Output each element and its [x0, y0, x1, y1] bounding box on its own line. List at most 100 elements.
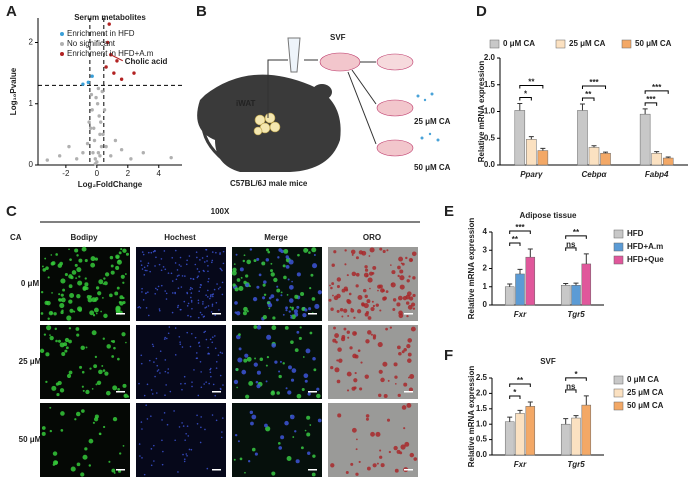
significance-label: * — [524, 90, 528, 99]
cell — [268, 307, 271, 310]
cell — [69, 258, 72, 262]
cell — [305, 348, 311, 354]
bar — [600, 152, 611, 166]
panel-label: B — [196, 3, 207, 20]
cell — [380, 377, 385, 383]
cell — [50, 254, 53, 256]
cell — [405, 256, 408, 260]
cell — [336, 309, 340, 313]
cell — [336, 379, 341, 384]
cell — [211, 341, 214, 344]
cell — [198, 345, 201, 347]
cell — [196, 256, 198, 259]
cell — [214, 394, 217, 397]
mouse — [197, 74, 341, 172]
legend-label: Enrichment in HFD — [67, 29, 135, 38]
cell — [394, 375, 398, 379]
cell — [219, 253, 221, 255]
cell — [410, 326, 416, 332]
error-bar — [642, 108, 648, 115]
cell — [300, 446, 304, 450]
cell — [174, 291, 176, 294]
cell — [393, 362, 398, 367]
cell — [88, 464, 92, 467]
micrograph — [136, 325, 226, 399]
cell — [313, 254, 316, 257]
cell — [191, 287, 193, 290]
cell — [399, 269, 404, 274]
cell — [75, 411, 81, 417]
cell — [164, 336, 166, 339]
scale-bar — [404, 313, 413, 315]
cell — [40, 312, 44, 315]
cell — [62, 288, 66, 292]
cell — [221, 293, 224, 296]
cell — [141, 287, 143, 290]
cell — [284, 325, 289, 330]
cell — [158, 263, 161, 266]
cell — [270, 269, 274, 273]
cell — [221, 352, 224, 354]
error-bar — [527, 401, 533, 407]
point — [97, 114, 101, 118]
point — [129, 157, 133, 161]
cell — [350, 308, 355, 313]
cell — [162, 266, 165, 268]
cell — [262, 283, 266, 287]
cell — [80, 345, 85, 351]
cell — [202, 300, 204, 303]
cell — [237, 440, 240, 443]
point — [102, 108, 107, 112]
cell — [313, 368, 317, 372]
cell — [60, 429, 64, 432]
column-label: Bodipy — [70, 233, 98, 242]
cell — [219, 374, 222, 377]
y-axis-label: Log₁₀Pvalue — [9, 67, 18, 115]
cell — [390, 282, 396, 288]
cell — [196, 276, 199, 279]
cell — [85, 346, 88, 349]
cell — [120, 274, 125, 279]
cell — [175, 278, 178, 281]
cell — [116, 286, 120, 290]
cell — [388, 450, 391, 454]
cell — [151, 343, 154, 346]
cell — [177, 304, 180, 307]
cell — [101, 364, 104, 367]
cell — [288, 259, 294, 265]
row-label: 25 μM — [19, 357, 42, 366]
significance-bracket — [644, 90, 669, 94]
cell — [94, 257, 99, 261]
cell — [110, 264, 114, 268]
cell — [214, 314, 217, 316]
cell — [156, 370, 159, 372]
cell — [197, 316, 200, 319]
cell — [94, 414, 99, 419]
cell — [219, 351, 222, 354]
cell — [256, 257, 260, 261]
cell — [233, 263, 236, 265]
cell — [294, 348, 299, 353]
arrow — [347, 61, 377, 145]
significance-bracket — [509, 383, 531, 388]
cell — [334, 367, 340, 373]
x-tick-label: 2 — [126, 169, 131, 178]
cell — [78, 308, 82, 312]
cell — [291, 308, 294, 311]
cell — [211, 293, 214, 296]
bar — [525, 406, 536, 456]
cell — [198, 270, 201, 273]
cell — [369, 247, 375, 253]
cell — [233, 458, 236, 461]
cell — [203, 331, 205, 334]
legend-swatch — [613, 255, 624, 265]
cell — [164, 268, 167, 271]
cell — [184, 439, 186, 441]
cell — [203, 261, 206, 263]
cell — [382, 289, 385, 292]
cell — [187, 314, 189, 317]
mouse-ear — [312, 84, 332, 100]
cell — [147, 262, 150, 265]
cell — [333, 326, 336, 330]
cell — [180, 286, 183, 288]
